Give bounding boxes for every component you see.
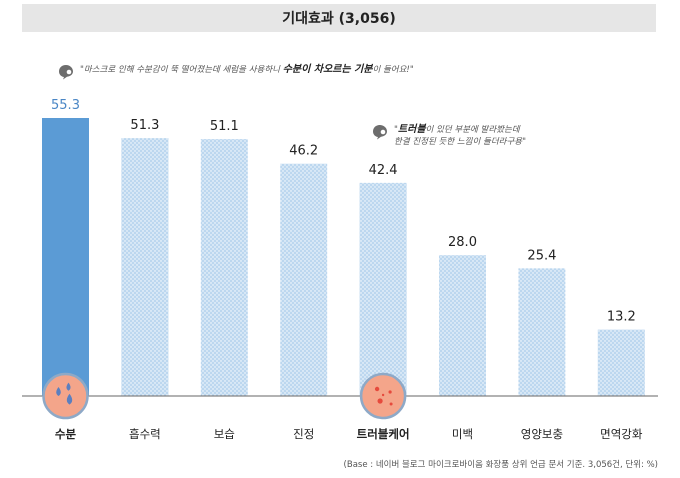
category-label: 면역강화 xyxy=(600,427,643,441)
quote-text: "트러블이 있던 부분에 발라봤는데 한결 진정된 듯한 느낌이 들더라구용" xyxy=(394,124,527,147)
category-label: 수분 xyxy=(55,427,77,441)
data-label: 13.2 xyxy=(607,310,636,325)
data-label: 51.3 xyxy=(130,118,159,133)
consumer-quote-trouble: "트러블이 있던 부분에 발라봤는데 한결 진정된 듯한 느낌이 들더라구용" xyxy=(372,124,526,148)
data-label: 46.2 xyxy=(289,144,318,159)
speech-bubble-icon xyxy=(373,125,387,140)
bar-영양보충 xyxy=(518,268,566,396)
bar-미백 xyxy=(439,255,486,396)
bar-흡수력 xyxy=(121,138,169,396)
data-label: 42.4 xyxy=(369,163,398,178)
bar-보습 xyxy=(200,139,248,396)
skin-trouble-icon xyxy=(359,372,407,420)
bar-면역강화 xyxy=(597,329,645,396)
speech-bubble-icon xyxy=(59,65,73,80)
data-label: 25.4 xyxy=(527,248,556,263)
chart-title: 기대효과 (3,056) xyxy=(22,4,656,32)
category-label: 미백 xyxy=(452,427,473,441)
bar-수분 xyxy=(42,118,89,396)
data-label: 28.0 xyxy=(448,235,477,250)
category-label: 보습 xyxy=(214,427,235,441)
water-drops-icon xyxy=(42,372,89,420)
data-label: 51.1 xyxy=(210,119,239,134)
category-label: 트러블케어 xyxy=(357,427,410,441)
category-label: 영양보충 xyxy=(521,427,563,441)
source-note: (Base : 네이버 블로그 마이크로바이옴 화장품 상위 언급 문서 기준.… xyxy=(343,460,658,470)
category-label: 흡수력 xyxy=(129,427,161,441)
consumer-quote-moisture: "마스크로 인해 수분감이 뚝 떨어졌는데 세럼을 사용하니 수분이 차오르는 … xyxy=(58,64,414,80)
quote-text: "마스크로 인해 수분감이 뚝 떨어졌는데 세럼을 사용하니 수분이 차오르는 … xyxy=(80,64,414,75)
data-label: 55.3 xyxy=(51,98,80,113)
bar-트러블케어 xyxy=(359,182,407,396)
bar-진정 xyxy=(280,163,328,396)
category-label: 진정 xyxy=(293,427,314,441)
